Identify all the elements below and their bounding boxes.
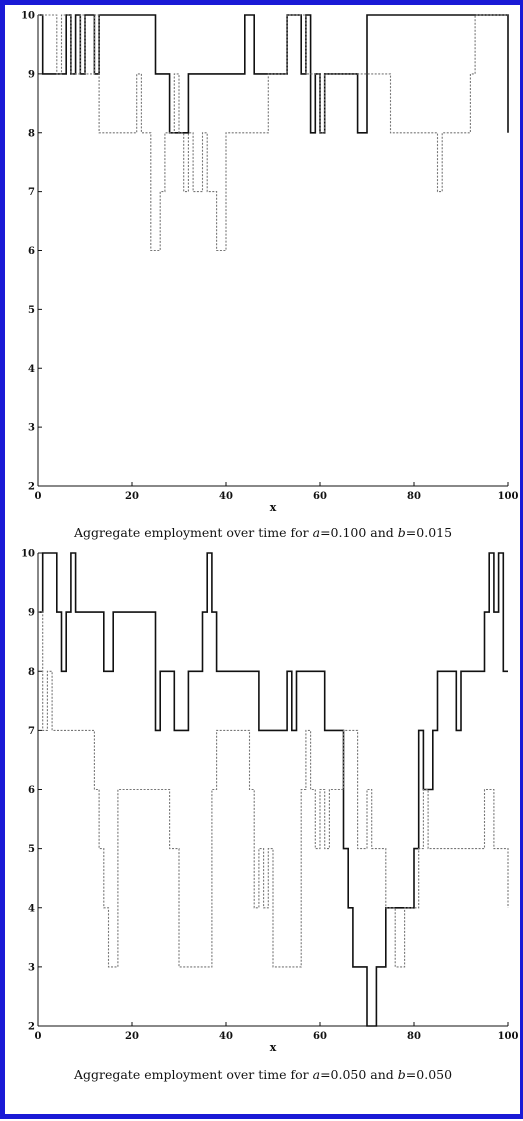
y-tick-label: 7 [28, 726, 35, 737]
x-tick-label: 80 [407, 491, 421, 502]
x-tick-label: 0 [35, 1031, 42, 1042]
x-tick-label: 40 [219, 1031, 233, 1042]
y-tick-label: 5 [28, 305, 35, 316]
y-tick-label: 9 [28, 69, 35, 80]
series-dotted-line [38, 14, 508, 252]
y-tick-label: 10 [21, 11, 35, 22]
series-solid-line [38, 552, 508, 1027]
y-tick-label: 3 [28, 423, 35, 434]
y-tick-label: 4 [28, 903, 35, 914]
x-tick-label: 80 [407, 1031, 421, 1042]
chart-caption: Aggregate employment over time for a=0.0… [73, 1067, 452, 1082]
x-axis-label: x [270, 501, 277, 514]
y-tick-label: 3 [28, 962, 35, 973]
y-tick-label: 9 [28, 608, 35, 619]
y-tick-label: 2 [28, 482, 35, 493]
series-dotted-line [38, 611, 509, 968]
x-axis-label: x [270, 1041, 277, 1054]
x-tick-label: 40 [219, 491, 233, 502]
y-tick-label: 8 [28, 128, 35, 139]
y-tick-label: 10 [21, 549, 35, 560]
x-tick-label: 20 [125, 1031, 139, 1042]
x-tick-label: 100 [498, 1031, 519, 1042]
y-tick-label: 7 [28, 187, 35, 198]
y-tick-label: 6 [28, 785, 35, 796]
x-tick-label: 0 [35, 491, 42, 502]
x-tick-label: 60 [313, 491, 327, 502]
chart-caption: Aggregate employment over time for a=0.1… [73, 525, 452, 540]
series-solid-line [38, 14, 509, 134]
x-tick-label: 20 [125, 491, 139, 502]
y-tick-label: 5 [28, 844, 35, 855]
x-tick-label: 60 [313, 1031, 327, 1042]
y-tick-label: 2 [28, 1022, 35, 1033]
y-tick-label: 8 [28, 667, 35, 678]
y-tick-label: 4 [28, 364, 35, 375]
x-tick-label: 100 [498, 491, 519, 502]
y-tick-label: 6 [28, 246, 35, 257]
